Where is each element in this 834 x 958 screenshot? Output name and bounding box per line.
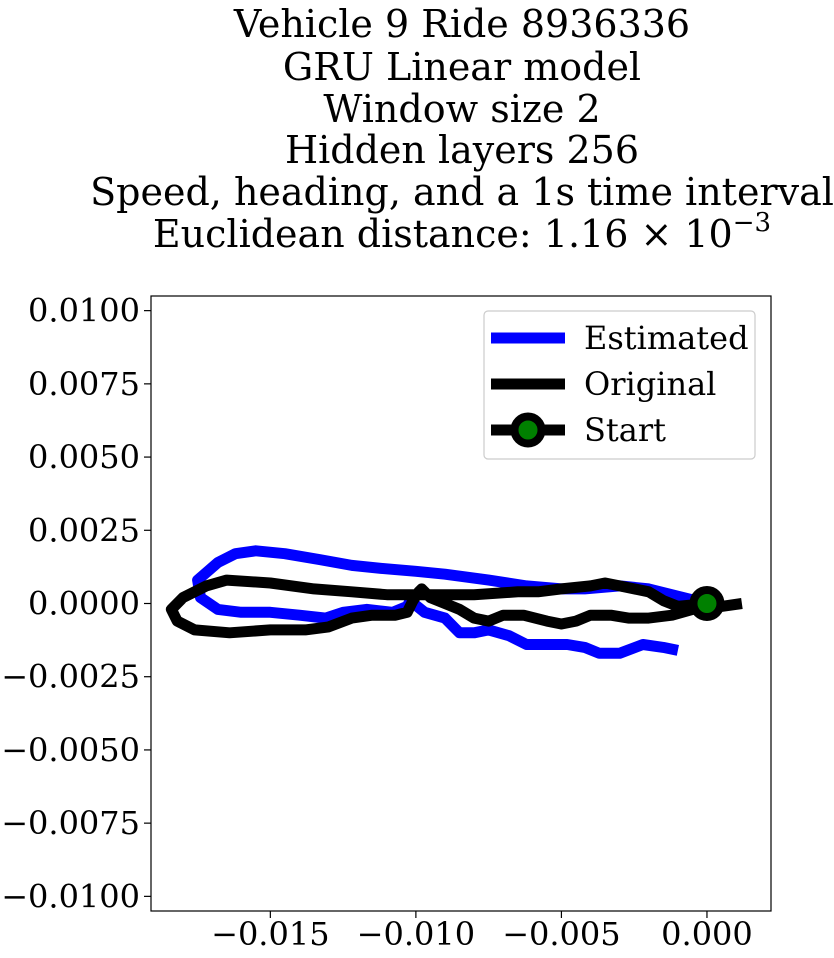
y-tick-label: −0.0075: [1, 804, 140, 842]
y-tick-label: 0.0050: [28, 438, 140, 476]
y-tick-label: 0.0100: [28, 292, 140, 330]
title-line-2: GRU Linear model: [283, 45, 641, 89]
title-line-5: Speed, heading, and a 1s time interval: [90, 170, 834, 214]
legend: Estimated Original Start: [483, 310, 756, 460]
title-line-3: Window size 2: [323, 87, 600, 131]
title-line-1: Vehicle 9 Ride 8936336: [233, 2, 690, 46]
title-line-4: Hidden layers 256: [285, 128, 639, 172]
y-tick-label: −0.0100: [1, 877, 140, 915]
title-distance-text: Euclidean distance: 1.16 × 10: [153, 212, 733, 256]
y-axis: 0.0100 0.0075 0.0050 0.0025 0.0000 −0.0025 −0.…: [1, 292, 151, 915]
x-tick-label: −0.015: [211, 915, 329, 953]
title-exponent: −3: [733, 208, 771, 238]
title-line-6: Euclidean distance: 1.16 × 10−3: [153, 208, 771, 256]
series-layer: [165, 545, 743, 659]
x-tick-label: −0.005: [502, 915, 620, 953]
y-tick-label: 0.0075: [28, 365, 140, 403]
x-axis: −0.015 −0.010 −0.005 0.000: [211, 911, 753, 953]
y-tick-label: 0.0000: [28, 585, 140, 623]
legend-marker-start: [510, 412, 546, 448]
y-tick-label: −0.0050: [1, 731, 140, 769]
x-tick-label: 0.000: [661, 915, 753, 953]
legend-label-start: Start: [584, 411, 666, 449]
start-marker: [689, 586, 725, 621]
x-tick-label: −0.010: [357, 915, 475, 953]
legend-label-estimated: Estimated: [584, 319, 749, 357]
y-tick-label: −0.0025: [1, 658, 140, 696]
y-tick-label: 0.0025: [28, 511, 140, 549]
legend-box: [483, 310, 756, 460]
series-line-original: [165, 574, 743, 639]
series-line-estimated: [192, 545, 709, 659]
legend-label-original: Original: [584, 365, 716, 403]
